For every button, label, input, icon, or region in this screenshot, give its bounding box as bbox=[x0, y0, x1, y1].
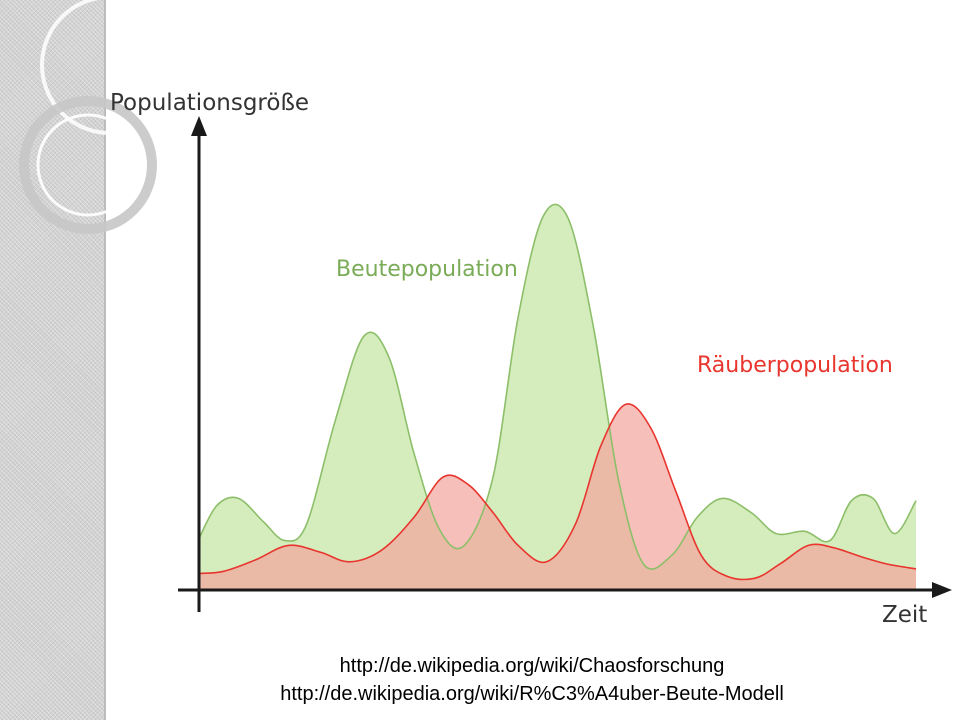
predator-population-line bbox=[198, 403, 917, 581]
x-axis-arrowhead bbox=[932, 582, 952, 598]
predator-population-area bbox=[199, 403, 916, 590]
y-axis-label: Populationsgröße bbox=[110, 90, 309, 116]
x-axis-label: Zeit bbox=[882, 602, 927, 628]
y-axis-arrowhead bbox=[191, 116, 207, 136]
source-link-raeuber-beute-modell[interactable]: http://de.wikipedia.org/wiki/R%C3%A4uber… bbox=[280, 683, 784, 705]
prey-series-label: Beutepopulation bbox=[336, 257, 518, 282]
source-citations: http://de.wikipedia.org/wiki/Chaosforsch… bbox=[104, 652, 960, 708]
prey-population-line bbox=[198, 203, 917, 570]
prey-population-area bbox=[199, 204, 916, 590]
source-link-chaosforschung[interactable]: http://de.wikipedia.org/wiki/Chaosforsch… bbox=[339, 655, 725, 677]
predator-series-label: Räuberpopulation bbox=[697, 353, 893, 378]
